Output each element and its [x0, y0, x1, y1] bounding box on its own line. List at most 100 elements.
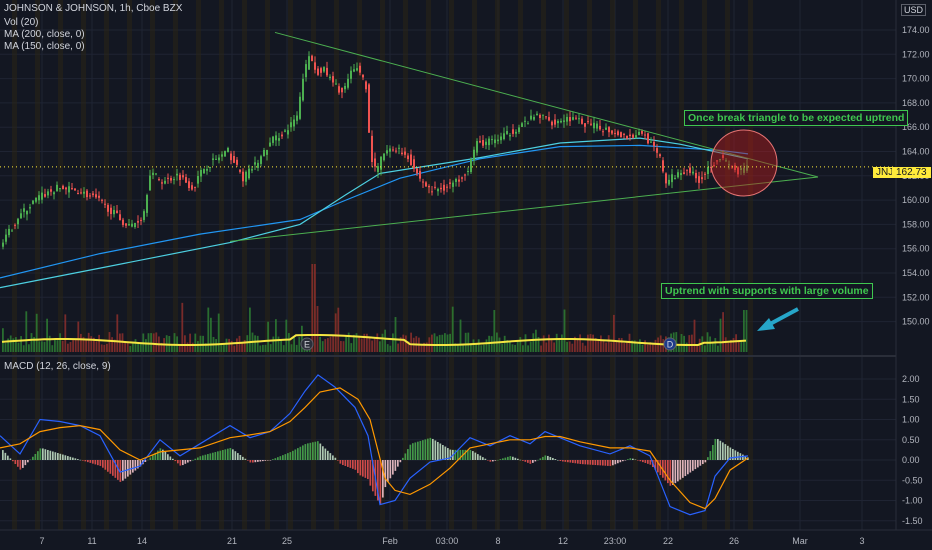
- candle-body: [692, 171, 694, 174]
- macd-histogram-bar: [162, 449, 164, 460]
- candle-body: [377, 166, 379, 172]
- candle-body: [674, 177, 676, 179]
- candle-body: [53, 192, 55, 195]
- macd-histogram-bar: [212, 452, 214, 460]
- macd-histogram-bar: [199, 456, 202, 460]
- candle-body: [734, 165, 736, 170]
- candle-body: [5, 234, 7, 242]
- macd-histogram-bar: [399, 460, 402, 463]
- price-tick-label: 164.00: [902, 147, 930, 157]
- volume-bar: [386, 344, 389, 352]
- macd-histogram-bar: [639, 460, 642, 462]
- candle-body: [620, 132, 622, 138]
- time-tick-label: 8: [495, 536, 500, 546]
- symbol-title[interactable]: JOHNSON & JOHNSON, 1h, Cboe BZX: [4, 3, 183, 14]
- candle-body: [152, 172, 154, 176]
- macd-histogram-bar: [737, 451, 739, 460]
- candle-body: [467, 171, 469, 173]
- candle-body: [350, 70, 352, 79]
- candle-body: [521, 123, 523, 127]
- macd-histogram-bar: [239, 454, 242, 460]
- candle-body: [614, 132, 616, 134]
- candle-body: [269, 142, 271, 147]
- last-price-tag: 162.73: [892, 167, 931, 178]
- macd-histogram-bar: [622, 460, 624, 462]
- candle-body: [626, 135, 628, 139]
- price-tick-label: 156.00: [902, 244, 930, 254]
- volume-bar: [389, 345, 392, 352]
- volume-bar: [472, 339, 475, 352]
- candle-body: [416, 168, 418, 174]
- macd-histogram-bar: [154, 452, 157, 460]
- macd-histogram-bar: [9, 458, 12, 460]
- macd-histogram-bar: [349, 460, 352, 468]
- candle-body: [713, 165, 715, 167]
- volume-bar: [514, 344, 516, 352]
- macd-histogram-bar: [517, 458, 519, 460]
- volume-bar: [592, 334, 594, 352]
- macd-histogram-bar: [657, 460, 659, 473]
- volume-bar: [561, 334, 563, 352]
- volume-bar: [727, 342, 730, 352]
- candle-body: [551, 121, 553, 126]
- macd-histogram-bar: [274, 458, 277, 460]
- volume-bar: [4, 343, 7, 352]
- macd-histogram-bar: [497, 459, 499, 461]
- volume-bar: [7, 338, 9, 352]
- volume-bar: [490, 336, 493, 352]
- volume-bar: [178, 345, 181, 352]
- candle-body: [170, 178, 172, 181]
- volume-bar: [189, 333, 191, 352]
- volume-bar: [574, 336, 576, 352]
- volume-bar: [363, 333, 366, 352]
- macd-histogram-bar: [579, 460, 582, 464]
- macd-histogram-bar: [14, 460, 17, 464]
- macd-histogram-bar: [187, 460, 189, 463]
- candle-body: [365, 81, 367, 90]
- ma200-legend[interactable]: MA (200, close, 0): [4, 29, 85, 40]
- candle-body: [341, 87, 343, 93]
- macd-histogram-bar: [347, 460, 349, 467]
- candle-body: [14, 224, 16, 226]
- currency-label[interactable]: USD: [900, 4, 926, 16]
- candle-body: [62, 185, 64, 190]
- candle-body: [599, 125, 601, 130]
- volume-bar: [563, 309, 566, 352]
- macd-histogram-bar: [607, 460, 609, 466]
- volume-bar: [571, 343, 574, 352]
- macd-histogram-bar: [322, 446, 324, 460]
- macd-histogram-bar: [449, 449, 452, 460]
- volume-bar: [173, 333, 176, 352]
- session-band: [127, 0, 132, 530]
- macd-histogram-bar: [484, 458, 487, 460]
- candle-body: [680, 173, 682, 176]
- macd-tick-label: 0.50: [902, 435, 920, 445]
- macd-histogram-bar: [264, 460, 267, 461]
- volume-bar: [134, 339, 137, 352]
- candle-body: [347, 78, 349, 88]
- candle-body: [650, 141, 652, 143]
- macd-histogram-bar: [562, 460, 564, 462]
- candle-body: [746, 165, 748, 171]
- volume-bar: [259, 345, 262, 352]
- price-tick-label: 154.00: [902, 268, 930, 278]
- macd-histogram-bar: [12, 460, 14, 462]
- candle-body: [362, 74, 364, 78]
- candle-body: [239, 169, 241, 172]
- dividend-marker-label: D: [667, 340, 674, 350]
- macd-histogram-bar: [592, 460, 594, 465]
- macd-histogram-bar: [604, 460, 607, 466]
- macd-histogram-bar: [649, 460, 652, 465]
- macd-legend[interactable]: MACD (12, 26, close, 9): [4, 361, 111, 372]
- macd-histogram-bar: [289, 452, 292, 460]
- vol-legend[interactable]: Vol (20): [4, 17, 39, 28]
- volume-bar: [197, 341, 199, 352]
- ma150-legend[interactable]: MA (150, close, 0): [4, 41, 85, 52]
- volume-bar: [717, 345, 719, 352]
- macd-histogram-bar: [679, 460, 682, 480]
- candle-body: [503, 133, 505, 140]
- session-band: [656, 0, 661, 530]
- candle-body: [317, 68, 319, 75]
- candle-body: [569, 117, 571, 122]
